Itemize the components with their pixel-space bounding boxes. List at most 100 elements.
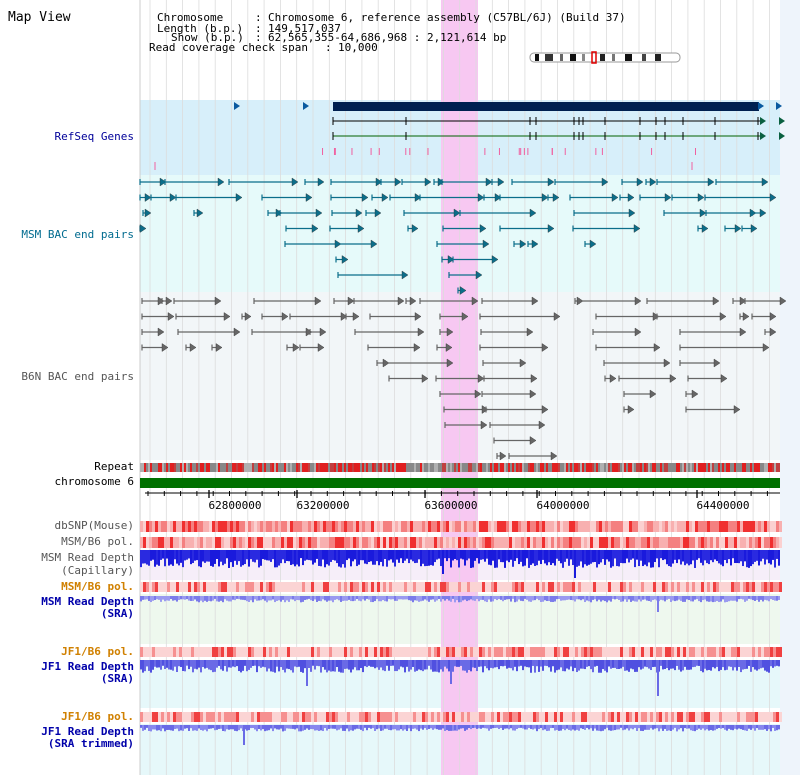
track-label-dbsnp[interactable]: dbSNP(Mouse) — [54, 519, 134, 532]
msm-pol-cell — [149, 537, 152, 548]
jf1-sra-depth — [454, 660, 456, 667]
dbsnp-cell — [149, 521, 152, 532]
msm-sra-depth — [672, 596, 674, 601]
msm-pol2-cell — [236, 582, 239, 592]
jf1-trim-depth — [616, 725, 618, 730]
msm-pol-cell — [662, 537, 665, 548]
repeat-block — [678, 463, 680, 472]
jf1-trim-depth — [332, 725, 334, 729]
jf1-pol-cell — [602, 647, 605, 657]
jf1-pol2-cell — [695, 712, 698, 722]
jf1-sra-depth — [152, 660, 154, 670]
jf1-trim-depth — [328, 725, 330, 729]
repeat-block — [342, 463, 344, 472]
track-label-msm-b6-pol-1[interactable]: MSM/B6 pol. — [61, 535, 134, 548]
dbsnp-cell — [146, 521, 149, 532]
track-label-msm-depth-sra[interactable]: MSM Read Depth — [41, 595, 134, 608]
repeat-block — [426, 463, 428, 472]
b6n-bac-arrow — [769, 327, 777, 337]
msm-capillary-depth — [416, 550, 418, 563]
jf1-trim-depth — [310, 725, 312, 730]
track-label-msm-depth-capillary[interactable]: MSM Read Depth — [41, 551, 134, 564]
jf1-trim-depth — [728, 725, 730, 729]
msm-capillary-depth — [530, 550, 532, 565]
repeat-block — [454, 463, 456, 472]
jf1-sra-depth — [424, 660, 426, 670]
msm-pol2-cell — [761, 582, 764, 592]
jf1-sra-depth — [252, 660, 254, 666]
msm-sra-depth — [256, 596, 258, 601]
repeat-block — [432, 463, 434, 472]
jf1-sra-depth — [590, 660, 592, 670]
jf1-sra-depth — [704, 660, 706, 669]
jf1-sra-depth — [204, 660, 206, 669]
repeat-block — [594, 463, 596, 472]
dbsnp-cell — [467, 521, 470, 532]
jf1-trim-depth — [300, 725, 302, 732]
jf1-pol2-cell — [617, 712, 620, 722]
track-label-jf1-b6-pol-1[interactable]: JF1/B6 pol. — [61, 645, 134, 658]
dbsnp-cell — [569, 521, 572, 532]
msm-pol2-cell — [314, 582, 317, 592]
msm-capillary-depth — [598, 550, 600, 565]
msm-sra-depth — [540, 596, 542, 602]
jf1-sra-depth — [338, 660, 340, 672]
repeat-block — [764, 463, 766, 472]
repeat-block — [350, 463, 352, 472]
repeat-block — [558, 463, 560, 472]
repeat-block — [612, 463, 614, 472]
track-label-jf1-b6-pol-2[interactable]: JF1/B6 pol. — [61, 710, 134, 723]
dbsnp-cell — [596, 521, 599, 532]
msm-capillary-depth — [562, 550, 564, 568]
msm-sra-depth — [664, 596, 666, 602]
msm-pol2-cell — [608, 582, 611, 592]
msm-sra-depth — [170, 596, 172, 600]
jf1-pol-cell — [338, 647, 341, 657]
msm-sra-depth — [292, 596, 294, 600]
repeat-block — [560, 463, 562, 472]
track-label-msm-bac[interactable]: MSM BAC end pairs — [21, 228, 134, 241]
msm-pol-cell — [329, 537, 332, 548]
b6n-bac-arrow — [762, 343, 770, 352]
ideogram-band — [625, 54, 632, 61]
track-label-b6n-bac[interactable]: B6N BAC end pairs — [21, 370, 134, 383]
msm-pol-cell — [521, 537, 524, 548]
jf1-pol-cell — [764, 647, 767, 657]
msm-sra-depth — [510, 596, 512, 602]
msm-capillary-depth — [334, 550, 336, 561]
dbsnp-cell — [665, 521, 668, 532]
msm-capillary-depth — [700, 550, 702, 563]
msm-pol-cell — [617, 537, 620, 548]
jf1-pol2-cell — [254, 712, 257, 722]
dbsnp-cell — [272, 521, 275, 532]
dbsnp-cell — [413, 521, 416, 532]
msm-pol2-cell — [488, 582, 491, 592]
jf1-trim-depth — [424, 725, 426, 729]
msm-sra-depth — [572, 596, 574, 601]
jf1-pol2-cell — [476, 712, 479, 722]
msm-pol-cell — [203, 537, 206, 548]
track-label-refseq-genes[interactable]: RefSeq Genes — [54, 130, 134, 143]
jf1-pol2-cell — [602, 712, 605, 722]
refseq-arrow — [303, 102, 309, 110]
jf1-sra-depth — [362, 660, 364, 673]
dbsnp-cell — [143, 521, 146, 532]
msm-capillary-depth — [220, 550, 222, 562]
jf1-pol-cell — [191, 647, 194, 657]
track-label-msm-b6-pol-2[interactable]: MSM/B6 pol. — [61, 580, 134, 593]
jf1-sra-depth — [734, 660, 736, 668]
jf1-sra-depth — [584, 660, 586, 670]
repeat-block — [464, 463, 466, 472]
jf1-trim-depth — [496, 725, 498, 728]
msm-capillary-depth — [254, 550, 256, 563]
jf1-trim-depth — [288, 725, 290, 729]
msm-sra-depth — [318, 596, 320, 601]
track-label-jf1-depth-sra[interactable]: JF1 Read Depth — [41, 660, 134, 673]
dbsnp-cell — [626, 521, 629, 532]
axis-tick-label: 63600000 — [425, 499, 478, 512]
track-label-jf1-depth-trimmed[interactable]: JF1 Read Depth — [41, 725, 134, 738]
jf1-sra-depth — [712, 660, 714, 668]
msm-pol-cell — [206, 537, 209, 548]
jf1-pol-cell — [437, 647, 440, 657]
